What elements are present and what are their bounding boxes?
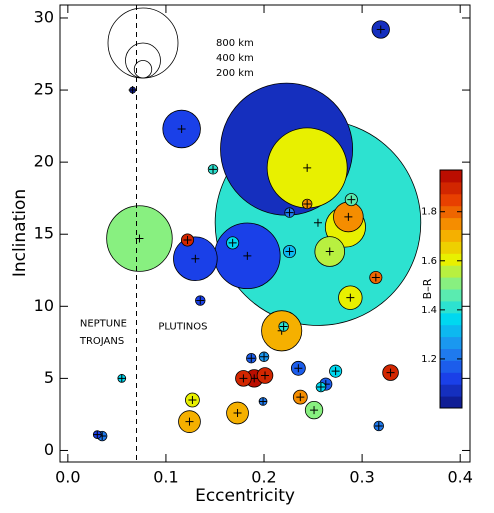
center-cross (386, 368, 395, 377)
size-legend-label: 200 km (216, 68, 254, 79)
colorbar-band (440, 193, 462, 207)
colorbar-label: B–R (421, 278, 434, 299)
size-legend-circle (133, 60, 153, 79)
center-cross (316, 383, 325, 392)
y-tick-label: 5 (44, 368, 54, 387)
center-cross (247, 354, 256, 363)
x-tick-label: 0.0 (55, 468, 80, 487)
colorbar-band (440, 312, 462, 326)
center-cross (325, 247, 334, 256)
colorbar-band (440, 265, 462, 278)
y-tick-label: 10 (34, 296, 54, 315)
colorbar-band (440, 217, 462, 230)
x-tick-label: 0.4 (447, 468, 472, 487)
center-cross (313, 218, 322, 227)
center-cross (188, 396, 197, 405)
center-cross (285, 208, 294, 217)
center-cross (346, 293, 355, 302)
center-cross (128, 86, 137, 95)
y-tick-label: 15 (34, 224, 54, 243)
colorbar-band (440, 360, 462, 373)
x-axis-label: Eccentricity (195, 486, 295, 506)
center-cross (135, 234, 144, 243)
plot-frame (59, 4, 471, 463)
center-cross (196, 296, 205, 305)
annotation: PLUTINOS (158, 321, 207, 332)
colorbar-band (440, 253, 462, 266)
center-cross (261, 371, 269, 380)
annotation: TROJANS (79, 336, 124, 347)
colorbar-tick-label: 1.2 (421, 354, 437, 365)
colorbar-band (440, 348, 462, 361)
colorbar-band (440, 396, 462, 409)
center-cross (279, 322, 288, 331)
center-cross (285, 247, 294, 256)
center-cross (259, 397, 268, 406)
center-cross (303, 163, 312, 172)
y-tick-label: 20 (34, 152, 54, 171)
center-cross (371, 273, 380, 282)
center-cross (183, 235, 192, 244)
center-cross (185, 417, 194, 426)
x-tick-label: 0.1 (153, 468, 178, 487)
x-tick-label: 0.2 (251, 468, 276, 487)
center-cross (117, 374, 126, 383)
colorbar-band (440, 300, 462, 314)
size-legend-label: 400 km (216, 53, 254, 64)
y-axis-label: Inclination (10, 189, 30, 277)
colorbar-band (440, 324, 462, 338)
center-cross (209, 165, 218, 174)
colorbar-band (440, 181, 462, 195)
colorbar-frame (439, 169, 463, 409)
colorbar-tick-label: 1.4 (421, 305, 437, 316)
colorbar-band (440, 336, 462, 349)
center-cross (347, 195, 356, 204)
colorbar-band (440, 384, 462, 397)
colorbar-band (440, 170, 462, 183)
center-cross (260, 352, 269, 361)
colorbar-band (440, 372, 462, 385)
center-cross (294, 364, 303, 373)
center-cross (191, 254, 200, 263)
center-cross (310, 406, 319, 415)
center-cross (233, 408, 242, 417)
center-cross (228, 238, 237, 247)
center-cross (303, 199, 312, 208)
center-cross (296, 393, 305, 402)
colorbar-band (440, 229, 462, 242)
y-tick-label: 0 (44, 440, 54, 459)
colorbar-band (440, 277, 462, 290)
colorbar-band (440, 289, 462, 302)
center-cross (331, 367, 340, 376)
center-cross (177, 124, 186, 133)
colorbar-tick-label: 1.6 (421, 256, 437, 267)
size-legend-label: 800 km (216, 38, 254, 49)
colorbar-band (440, 205, 462, 219)
center-cross (344, 212, 353, 221)
colorbar-tick-label: 1.8 (421, 207, 437, 218)
y-tick-label: 25 (34, 80, 54, 99)
y-tick-label: 30 (34, 7, 54, 26)
annotation: NEPTUNE (80, 319, 127, 330)
center-cross (93, 430, 102, 439)
center-cross (239, 374, 248, 383)
center-cross (374, 421, 383, 430)
x-tick-label: 0.3 (349, 468, 374, 487)
center-cross (243, 251, 252, 260)
center-cross (376, 25, 385, 34)
colorbar-band (440, 241, 462, 254)
